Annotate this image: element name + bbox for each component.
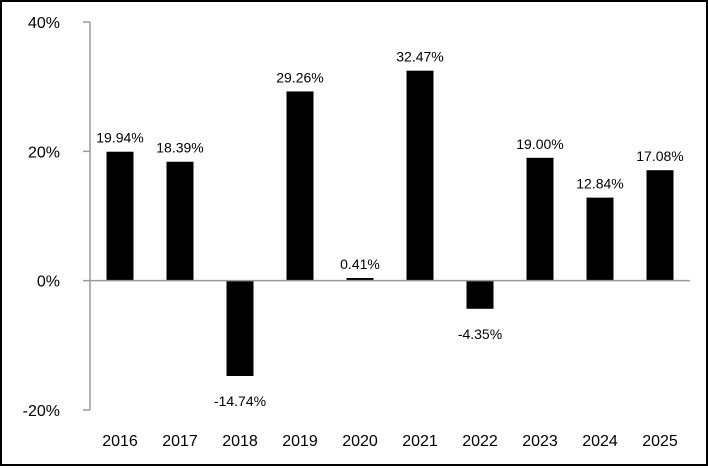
x-axis-labels: 2016 2017 2018 2019 2020 2021 2022 2023 2024 2025 <box>102 433 678 450</box>
data-label-2021: 32.47% <box>396 49 443 65</box>
data-labels: 19.94% 18.39% -14.74% 29.26% 0.41% 32.47% -4.3… <box>96 49 683 409</box>
data-label-2022: -4.35% <box>458 326 502 342</box>
x-tick-label-2020: 2020 <box>342 433 378 450</box>
bar-2021 <box>406 70 434 281</box>
x-tick-label-2017: 2017 <box>162 433 198 450</box>
bar-2017 <box>166 161 194 281</box>
bar-2025 <box>646 170 674 281</box>
y-tick-label: 20% <box>28 144 60 161</box>
y-tick-label: -20% <box>23 403 60 420</box>
x-tick-label-2022: 2022 <box>462 433 498 450</box>
bar-2019 <box>286 91 314 281</box>
x-tick-label-2024: 2024 <box>582 433 618 450</box>
data-label-2024: 12.84% <box>576 176 623 192</box>
data-label-2023: 19.00% <box>516 136 563 152</box>
bar-2018 <box>226 280 254 376</box>
y-tick-label: 0% <box>37 274 60 291</box>
data-label-2019: 29.26% <box>276 69 323 85</box>
x-tick-label-2021: 2021 <box>402 433 438 450</box>
x-tick-label-2019: 2019 <box>282 433 318 450</box>
bar-2024 <box>586 197 614 281</box>
data-label-2020: 0.41% <box>340 256 380 272</box>
x-tick-label-2018: 2018 <box>222 433 258 450</box>
bar-2022 <box>466 280 494 309</box>
data-label-2025: 17.08% <box>636 148 683 164</box>
x-tick-label-2016: 2016 <box>102 433 138 450</box>
x-tick-label-2025: 2025 <box>642 433 678 450</box>
bar-2020 <box>346 278 374 281</box>
bar-2016 <box>106 151 134 281</box>
bars <box>106 70 674 376</box>
data-label-2017: 18.39% <box>156 140 203 156</box>
y-tick-label: 40% <box>28 15 60 32</box>
x-tick-label-2023: 2023 <box>522 433 558 450</box>
y-axis: -20% 0% 20% 40% <box>23 15 91 420</box>
data-label-2018: -14.74% <box>214 393 266 409</box>
data-label-2016: 19.94% <box>96 130 143 146</box>
bar-2023 <box>526 157 554 281</box>
